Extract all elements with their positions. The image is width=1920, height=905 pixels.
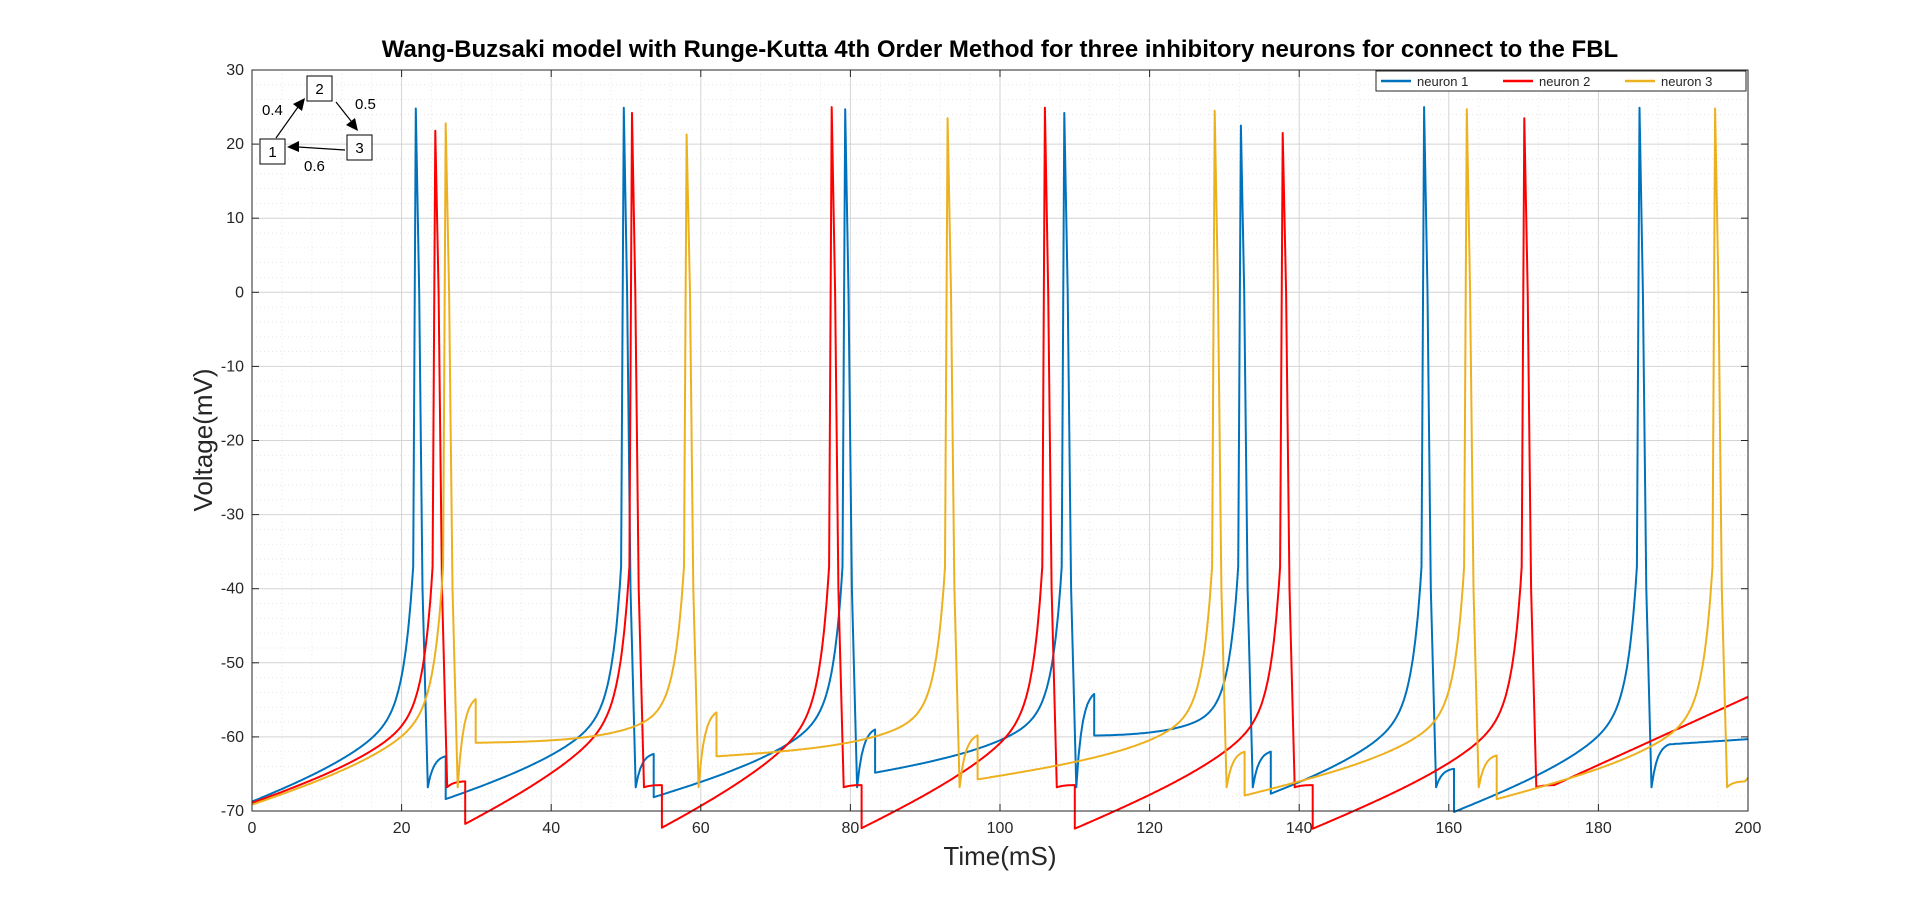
x-tick-label: 160 xyxy=(1435,820,1462,837)
x-axis-label: Time(mS) xyxy=(943,841,1056,871)
network-annotation: 1 2 3 0.4 0.5 0.6 xyxy=(259,75,376,175)
edge-label-0-4: 0.4 xyxy=(262,102,283,119)
spike-peak-neuron-1 xyxy=(622,106,625,109)
spike-peak-neuron-2 xyxy=(1281,132,1284,134)
y-tick-labels: -70 -60 -50 -40 -30 -20 -10 0 10 20 30 xyxy=(221,62,244,820)
spike-peak-neuron-3 xyxy=(685,133,688,136)
legend-box xyxy=(1375,70,1747,92)
node-box-1 xyxy=(259,138,286,165)
chart-title: Wang-Buzsaki model with Runge-Kutta 4th … xyxy=(382,36,1618,63)
plot-area: 0 20 40 60 80 100 120 140 160 180 200 -70-60-50-40… xyxy=(221,62,1762,837)
y-tick-label: -70 xyxy=(221,803,244,820)
spike-peak-neuron-3 xyxy=(1213,109,1216,112)
spike-peak-neuron-1 xyxy=(844,108,846,111)
arrowhead-2-to-3 xyxy=(346,118,358,131)
x-tick-label: 120 xyxy=(1136,820,1163,837)
spike-peak-neuron-1 xyxy=(1063,112,1066,114)
spike-peak-neuron-1 xyxy=(1240,124,1242,127)
x-tick-label: 140 xyxy=(1286,820,1313,837)
y-tick-label: 30 xyxy=(226,62,244,79)
spike-peak-neuron-2 xyxy=(1044,106,1046,109)
y-tick-label: -30 xyxy=(221,507,244,524)
spike-peak-neuron-1 xyxy=(415,107,417,110)
spike-peak-neuron-1 xyxy=(1638,106,1641,109)
node-box-2 xyxy=(306,75,333,102)
y-tick-label: 20 xyxy=(226,136,244,153)
edge-label-0-5: 0.5 xyxy=(355,96,376,113)
y-tick-label: -10 xyxy=(221,358,244,375)
y-tick-label: -40 xyxy=(221,581,244,598)
legend-label-neuron-3: neuron 3 xyxy=(1661,74,1712,89)
spike-peak-neuron-2 xyxy=(830,106,833,108)
series-line-neuron-3 xyxy=(251,107,1749,806)
x-tick-label: 80 xyxy=(842,820,860,837)
legend-label-neuron-2: neuron 2 xyxy=(1539,74,1590,89)
node-box-3 xyxy=(346,134,373,161)
edge-label-0-6: 0.6 xyxy=(304,158,325,175)
spike-peak-neuron-3 xyxy=(444,122,447,125)
edge-3-to-1 xyxy=(297,146,346,151)
x-tick-labels: 0 20 40 60 80 100 120 140 160 180 200 xyxy=(248,820,1762,837)
spike-peak-neuron-3 xyxy=(1465,108,1468,111)
x-tick-label: 180 xyxy=(1585,820,1612,837)
spike-peak-neuron-2 xyxy=(631,112,633,114)
node-label-1: 1 xyxy=(268,144,276,161)
arrowhead-3-to-1 xyxy=(287,141,299,152)
spike-peak-neuron-3 xyxy=(1714,107,1716,110)
x-tick-label: 20 xyxy=(393,820,411,837)
x-tick-label: 200 xyxy=(1735,820,1762,837)
legend-items: neuron 1 neuron 2 neuron 3 xyxy=(1381,74,1712,89)
series-layer xyxy=(251,106,1749,830)
y-axis-label: Voltage(mV) xyxy=(188,368,218,511)
y-tick-label: -60 xyxy=(221,729,244,746)
y-tick-label: 0 xyxy=(235,284,244,301)
x-tick-label: 100 xyxy=(987,820,1014,837)
x-tick-label: 40 xyxy=(542,820,560,837)
node-label-2: 2 xyxy=(315,81,323,98)
node-label-3: 3 xyxy=(355,140,363,157)
series-line-neuron-2 xyxy=(251,106,1749,830)
arrowhead-1-to-2 xyxy=(293,98,305,111)
spike-peak-neuron-2 xyxy=(434,129,437,132)
legend-label-neuron-1: neuron 1 xyxy=(1417,74,1468,89)
legend[interactable]: neuron 1 neuron 2 neuron 3 xyxy=(1375,70,1747,92)
edge-1-to-2 xyxy=(275,106,299,139)
y-tick-label: -20 xyxy=(221,433,244,450)
x-tick-label: 0 xyxy=(248,820,257,837)
y-tick-label: 10 xyxy=(226,210,244,227)
spike-peak-neuron-3 xyxy=(946,117,949,119)
x-tick-label: 60 xyxy=(692,820,710,837)
spike-peak-neuron-2 xyxy=(1523,117,1526,119)
edge-2-to-3 xyxy=(335,101,352,122)
spike-peak-neuron-1 xyxy=(1423,106,1425,108)
y-tick-label: -50 xyxy=(221,655,244,672)
